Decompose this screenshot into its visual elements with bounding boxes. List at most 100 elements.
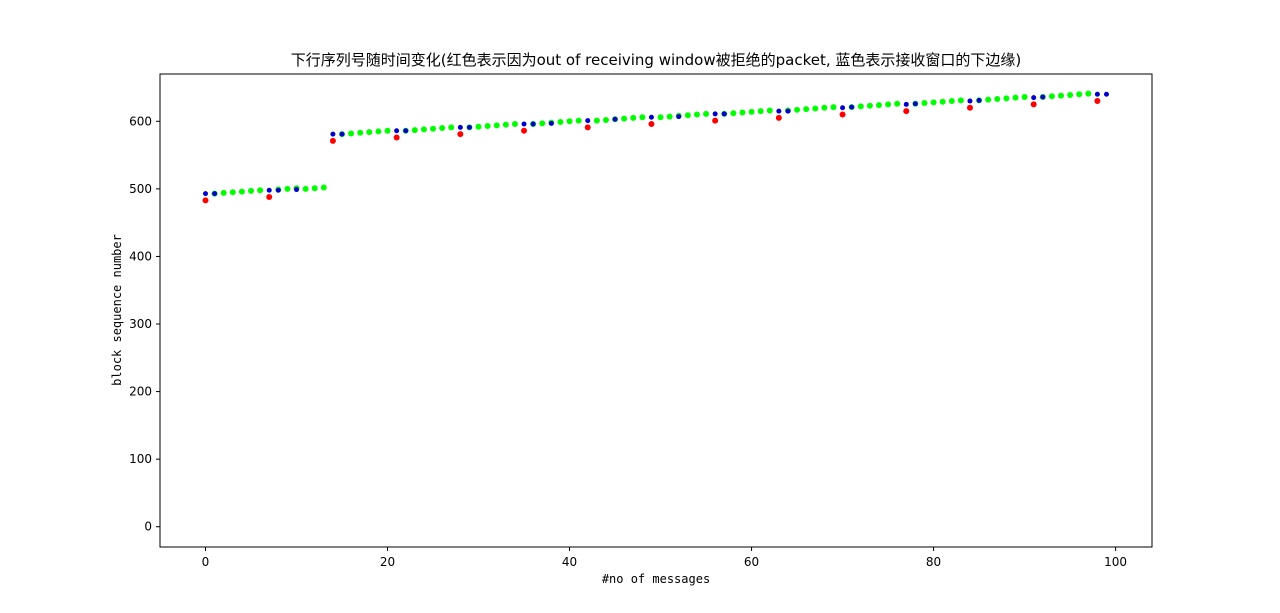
data-point [621, 115, 628, 122]
data-point [457, 124, 463, 130]
chart-title: 下行序列号随时间变化(红色表示因为out of receiving window… [291, 51, 1021, 69]
data-point [840, 105, 846, 111]
data-point [812, 105, 819, 112]
data-point [229, 189, 236, 196]
data-point [1067, 91, 1074, 98]
data-point [903, 108, 910, 115]
data-point [821, 104, 828, 111]
data-point [1031, 95, 1037, 101]
data-point [420, 126, 427, 133]
data-point [648, 114, 654, 120]
data-point [266, 193, 273, 200]
y-axis: 0 100 200 300 400 500 600 [129, 114, 160, 534]
data-point [539, 120, 546, 127]
data-point [530, 121, 536, 127]
y-tick-label: 200 [129, 385, 152, 399]
data-point [1094, 91, 1100, 97]
data-point [721, 111, 727, 117]
data-point [839, 111, 846, 118]
y-tick-label: 100 [129, 452, 152, 466]
data-point [757, 108, 764, 115]
data-point [548, 120, 554, 126]
data-point [1085, 90, 1092, 97]
data-point [1103, 91, 1109, 97]
data-point [457, 131, 464, 138]
data-point [448, 124, 455, 131]
data-point [521, 121, 527, 127]
data-point [957, 97, 964, 104]
x-tick-label: 60 [744, 555, 759, 569]
data-point [275, 187, 281, 193]
data-point [875, 102, 882, 109]
data-point [484, 123, 491, 130]
data-point [294, 187, 300, 193]
data-point [921, 100, 928, 107]
x-axis: 0 20 40 60 80 100 [202, 547, 1127, 569]
data-point [967, 98, 973, 104]
data-point [284, 185, 291, 192]
data-point [803, 106, 810, 113]
data-point [375, 128, 382, 135]
data-point [511, 121, 518, 128]
data-point [776, 108, 782, 114]
data-points [202, 90, 1109, 204]
data-point [475, 123, 482, 130]
data-point [320, 184, 327, 191]
data-point [830, 104, 837, 111]
data-point [612, 116, 618, 122]
data-point [266, 187, 272, 193]
data-point [1003, 95, 1010, 102]
data-point [684, 112, 691, 119]
x-tick-label: 0 [202, 555, 210, 569]
data-point [311, 185, 318, 192]
data-point [648, 121, 655, 128]
data-point [521, 127, 528, 134]
data-point [557, 118, 564, 125]
data-point [339, 131, 345, 137]
data-point [1076, 91, 1083, 98]
y-tick-label: 400 [129, 249, 152, 263]
data-point [302, 185, 309, 192]
data-point [585, 118, 591, 124]
data-point [866, 102, 873, 109]
data-point [730, 110, 737, 117]
data-point [366, 129, 373, 136]
x-tick-label: 20 [380, 555, 395, 569]
data-point [238, 188, 245, 195]
data-point [894, 100, 901, 107]
y-tick-label: 500 [129, 182, 152, 196]
data-point [384, 127, 391, 134]
data-point [220, 189, 227, 196]
data-point [248, 187, 255, 194]
data-point [630, 114, 637, 121]
data-point [203, 191, 209, 197]
data-point [948, 98, 955, 105]
data-point [411, 127, 418, 134]
data-point [357, 129, 364, 136]
data-point [330, 131, 336, 137]
data-point [394, 128, 400, 134]
data-point [1030, 101, 1037, 108]
data-point [1040, 94, 1046, 100]
data-point [329, 137, 336, 144]
data-point [849, 104, 855, 110]
data-point [976, 97, 982, 103]
data-point [466, 124, 472, 130]
data-point [602, 116, 609, 123]
data-point [739, 109, 746, 116]
x-tick-label: 40 [562, 555, 577, 569]
plot-area [159, 73, 1153, 548]
data-point [430, 125, 437, 132]
data-point [939, 98, 946, 105]
data-point [676, 114, 682, 120]
x-tick-label: 100 [1104, 555, 1127, 569]
data-point [584, 124, 591, 131]
data-point [348, 130, 355, 137]
data-point [712, 117, 719, 124]
data-point [857, 103, 864, 110]
y-axis-label: block sequence number [110, 234, 124, 386]
data-point [794, 106, 801, 113]
data-point [1048, 93, 1055, 100]
x-axis-label: #no of messages [602, 572, 710, 586]
